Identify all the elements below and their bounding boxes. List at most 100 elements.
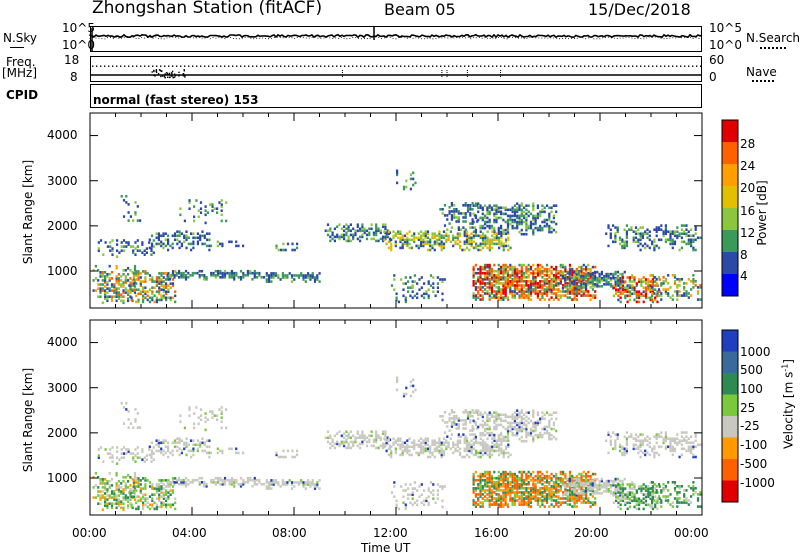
velocity-pixel — [493, 503, 496, 506]
power-pixel — [609, 232, 612, 235]
power-pixel — [532, 290, 535, 293]
power-pixel — [626, 290, 629, 293]
velocity-pixel — [507, 443, 510, 447]
power-pixel — [162, 272, 165, 275]
power-pixel — [507, 244, 510, 248]
power-pixel — [481, 271, 484, 275]
power-pixel — [155, 284, 158, 287]
velocity-pixel — [568, 503, 572, 506]
velocity-pixel — [146, 497, 149, 500]
power-pixel — [470, 240, 473, 244]
power-pixel — [647, 278, 650, 281]
power-pixel — [290, 280, 294, 283]
velocity-pixel — [633, 483, 636, 486]
velocity-pixel — [640, 491, 643, 494]
velocity-pixel — [520, 478, 523, 482]
power-pixel — [272, 276, 275, 279]
power-pixel — [169, 244, 172, 248]
velocity-pixel — [479, 485, 482, 488]
velocity-pixel — [559, 476, 562, 480]
power-pixel — [474, 228, 477, 232]
velocity-pixel — [329, 436, 332, 440]
velocity-pixel — [372, 444, 375, 448]
velocity-pixel — [493, 411, 496, 414]
velocity-pixel — [591, 501, 594, 504]
power-pixel — [671, 238, 674, 242]
velocity-pixel — [375, 434, 378, 438]
velocity-pixel — [506, 433, 510, 437]
power-pixel — [500, 288, 503, 291]
power-pixel — [127, 243, 130, 246]
power-pixel — [120, 293, 123, 296]
velocity-pixel — [92, 496, 95, 499]
velocity-pixel — [614, 445, 617, 449]
velocity-pixel — [472, 489, 475, 492]
power-pixel — [468, 240, 471, 244]
velocity-pixel — [304, 483, 307, 486]
velocity-pixel — [438, 449, 441, 453]
velocity-pixel — [251, 485, 254, 488]
power-pixel — [359, 235, 362, 239]
velocity-pixel — [646, 451, 649, 455]
power-pixel — [495, 210, 498, 214]
power-pixel — [104, 289, 107, 292]
power-pixel — [555, 292, 558, 295]
velocity-pixel — [270, 483, 273, 486]
velocity-pixel — [536, 499, 539, 502]
velocity-pixel — [520, 425, 523, 429]
velocity-pixel — [609, 485, 613, 489]
velocity-pixel — [491, 445, 494, 449]
power-pixel — [655, 284, 658, 287]
velocity-pixel — [498, 439, 501, 442]
nave-label: Nave — [746, 65, 777, 79]
velocity-pixel — [497, 423, 500, 427]
velocity-pixel — [146, 479, 149, 482]
velocity-pixel — [122, 446, 126, 449]
power-pixel — [502, 284, 505, 287]
power-pixel — [296, 242, 299, 246]
power-pixel — [651, 294, 654, 297]
power-pixel — [470, 242, 473, 246]
velocity-pixel — [557, 489, 560, 492]
velocity-pixel — [244, 481, 247, 484]
velocity-pixel — [173, 439, 177, 442]
velocity-pixel — [169, 451, 172, 455]
velocity-pixel — [644, 437, 647, 440]
power-pixel — [113, 289, 116, 292]
power-pixel — [132, 251, 135, 254]
power-pixel — [481, 212, 484, 216]
velocity-pixel — [623, 447, 626, 451]
power-pixel — [671, 246, 674, 250]
velocity-pixel — [550, 493, 553, 496]
power-pixel — [116, 243, 119, 246]
velocity-pixel — [157, 445, 160, 449]
power-pixel — [589, 280, 592, 284]
power-pixel — [148, 238, 151, 242]
velocity-pixel — [617, 491, 620, 494]
power-pixel — [394, 240, 397, 244]
velocity-pixel — [555, 489, 558, 492]
velocity-pixel — [506, 472, 510, 476]
power-pixel — [518, 214, 521, 218]
velocity-pixel — [631, 481, 634, 484]
velocity-pixel — [529, 472, 533, 476]
power-pixel — [664, 280, 667, 283]
velocity-pixel — [506, 421, 510, 425]
power-pixel — [196, 240, 199, 244]
velocity-pixel — [385, 449, 388, 453]
power-pixel — [345, 227, 348, 231]
velocity-pixel — [101, 490, 104, 493]
velocity-pixel — [644, 501, 648, 505]
power-pixel — [655, 282, 658, 285]
velocity-pixel — [235, 451, 238, 455]
velocity-pixel — [568, 479, 571, 483]
velocity-pixel — [575, 497, 578, 500]
velocity-pixel — [340, 442, 343, 446]
power-pixel — [424, 236, 427, 240]
power-pixel — [555, 267, 558, 271]
velocity-pixel — [144, 499, 147, 503]
velocity-pixel — [153, 501, 156, 505]
power-pixel — [493, 242, 496, 246]
power-pixel — [167, 296, 170, 300]
power-pixel — [507, 238, 510, 242]
